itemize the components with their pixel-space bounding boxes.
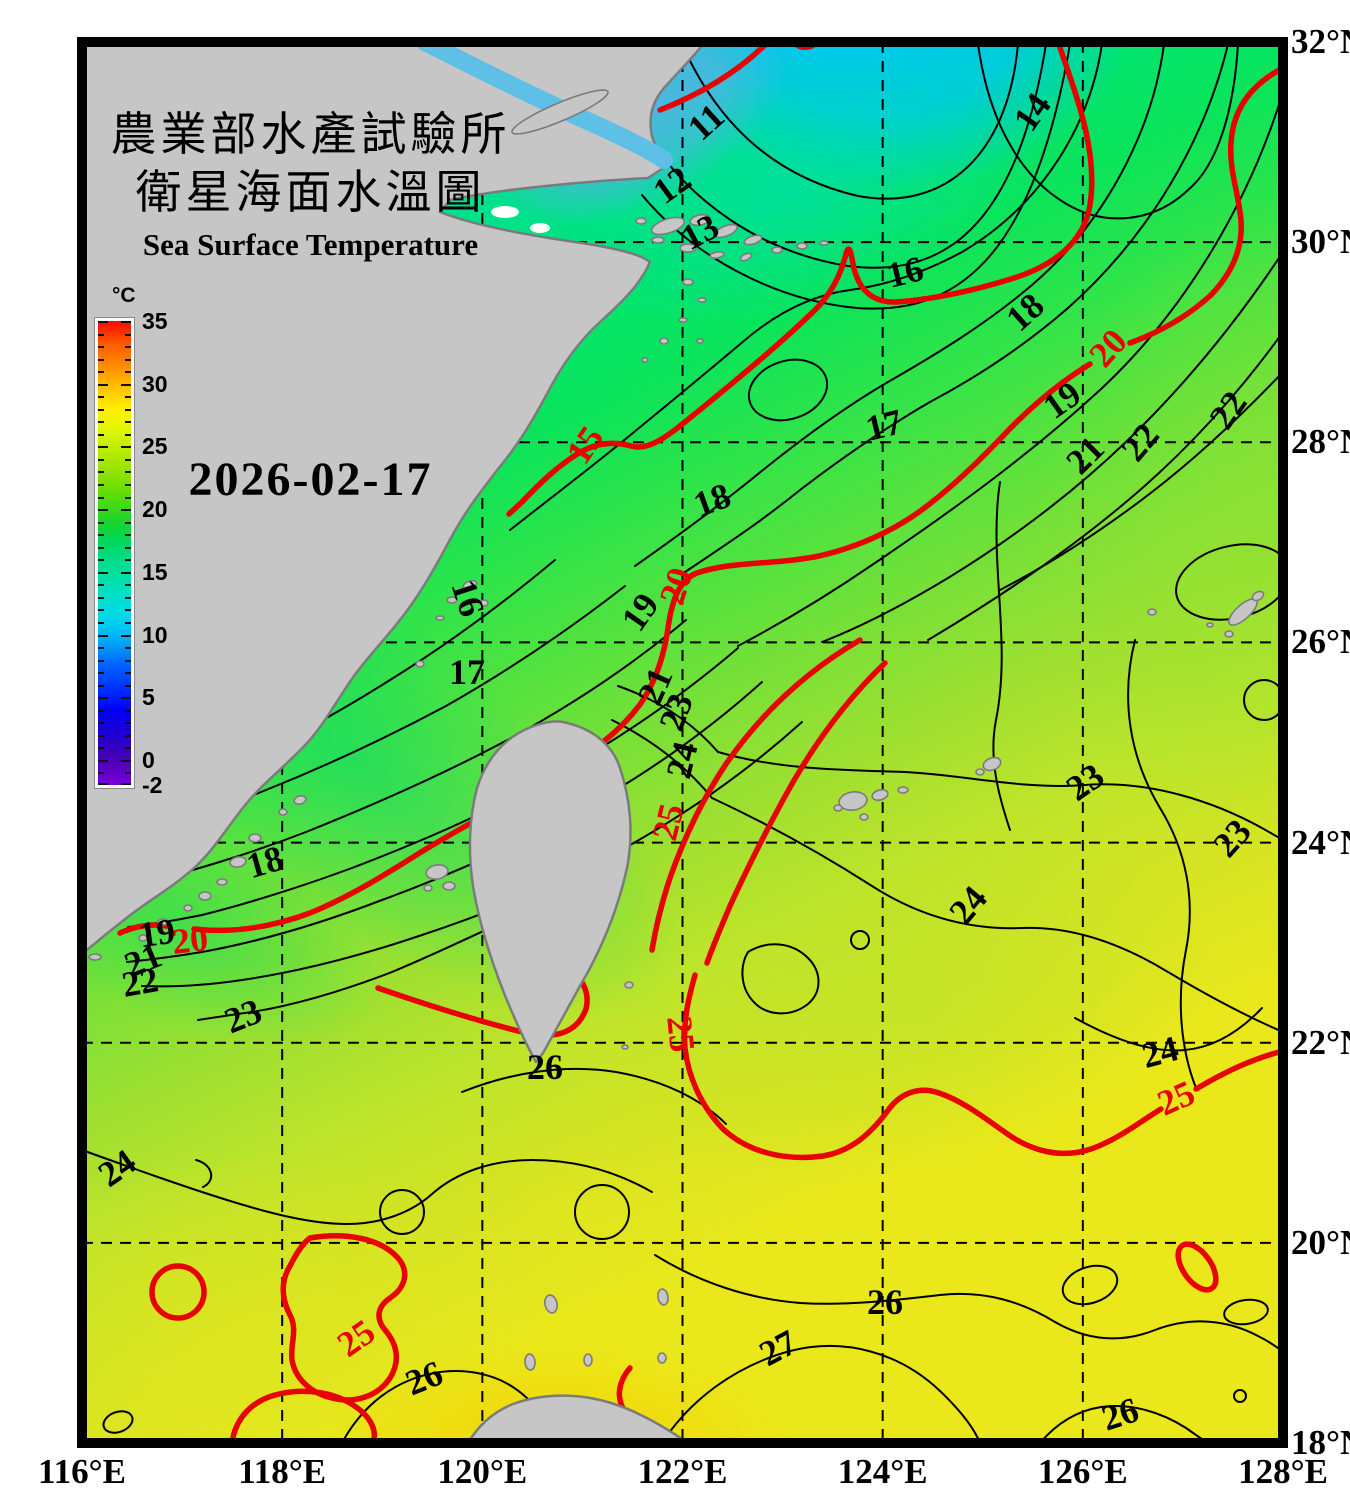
map-frame bbox=[77, 37, 1288, 1448]
cloud-patch bbox=[530, 223, 550, 233]
landmasses bbox=[82, 42, 1265, 1443]
land-china-mainland bbox=[82, 42, 707, 956]
red-isotherms bbox=[117, 42, 1283, 1443]
chongming-island bbox=[511, 89, 609, 135]
islands bbox=[88, 213, 1265, 1371]
yangtze-river bbox=[416, 42, 673, 169]
cloud-patch bbox=[491, 206, 519, 218]
land-taiwan bbox=[468, 720, 632, 1064]
land-luzon bbox=[466, 1394, 747, 1443]
penghu-islands bbox=[425, 864, 449, 880]
